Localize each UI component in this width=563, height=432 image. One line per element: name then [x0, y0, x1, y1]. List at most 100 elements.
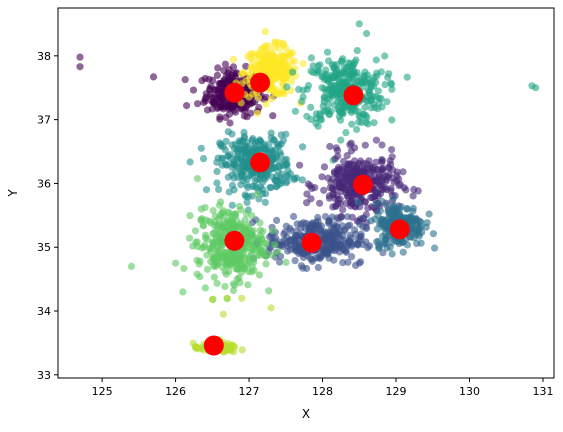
- data-point: [388, 250, 396, 258]
- data-point: [282, 258, 290, 266]
- data-point: [329, 203, 337, 211]
- data-point: [303, 190, 311, 198]
- data-point: [189, 242, 197, 250]
- data-point: [335, 94, 343, 102]
- x-tick-label: 129: [386, 385, 407, 398]
- data-point: [186, 212, 194, 220]
- data-point: [372, 136, 380, 144]
- data-point: [247, 228, 255, 236]
- data-point: [194, 100, 202, 108]
- data-point: [335, 215, 343, 223]
- data-point: [239, 161, 247, 169]
- data-point: [218, 154, 226, 162]
- data-point: [241, 191, 249, 199]
- data-point: [339, 55, 347, 63]
- data-point: [386, 243, 394, 251]
- centroid-marker: [224, 230, 245, 251]
- data-point: [271, 241, 279, 249]
- data-point: [283, 172, 291, 180]
- data-point: [235, 202, 243, 210]
- data-point: [303, 199, 311, 207]
- data-point: [316, 112, 324, 120]
- data-point: [372, 78, 380, 87]
- data-point: [367, 94, 375, 102]
- data-point: [255, 271, 263, 279]
- data-point: [253, 190, 261, 198]
- data-point: [352, 164, 360, 172]
- data-point: [330, 256, 338, 264]
- data-point: [193, 270, 201, 278]
- data-point: [361, 68, 369, 76]
- data-point: [378, 156, 386, 164]
- data-point: [245, 93, 253, 101]
- centroid-marker: [224, 82, 245, 103]
- data-point: [412, 215, 420, 223]
- data-point: [269, 112, 277, 120]
- data-point: [185, 234, 194, 242]
- data-point: [337, 136, 345, 144]
- data-point: [324, 86, 332, 94]
- data-point: [378, 197, 386, 206]
- data-point: [197, 144, 205, 152]
- data-point: [363, 29, 371, 38]
- data-point: [292, 232, 300, 240]
- data-point: [235, 139, 244, 147]
- data-point: [213, 71, 221, 79]
- data-point: [266, 148, 274, 156]
- data-point: [246, 241, 254, 249]
- data-point: [359, 166, 367, 174]
- y-tick-label: 35: [37, 241, 51, 254]
- data-point: [291, 107, 299, 115]
- data-point: [355, 112, 363, 120]
- data-point: [532, 84, 540, 92]
- data-point: [265, 287, 273, 295]
- data-point: [283, 233, 291, 241]
- data-point: [261, 239, 270, 247]
- data-point: [261, 198, 269, 206]
- data-point: [211, 86, 219, 94]
- data-point: [215, 185, 223, 193]
- data-point: [203, 265, 212, 273]
- data-point: [249, 64, 257, 72]
- data-point: [299, 264, 307, 272]
- data-point: [249, 255, 258, 264]
- centroid-marker: [250, 152, 271, 173]
- data-point: [198, 215, 206, 223]
- data-point: [348, 253, 356, 261]
- data-point: [353, 47, 361, 55]
- data-point: [327, 178, 335, 187]
- data-point: [280, 90, 288, 98]
- data-point: [268, 227, 277, 235]
- data-point: [262, 93, 270, 101]
- data-point: [228, 141, 236, 149]
- data-point: [323, 94, 331, 103]
- data-point: [334, 199, 342, 208]
- data-point: [222, 137, 230, 145]
- data-point: [230, 186, 238, 194]
- data-point: [203, 251, 211, 259]
- data-point: [216, 115, 224, 123]
- data-point: [243, 138, 251, 147]
- data-point: [403, 73, 411, 81]
- data-point: [366, 242, 374, 250]
- data-point: [229, 55, 237, 64]
- data-point: [326, 142, 334, 151]
- data-point: [213, 167, 221, 176]
- data-point: [274, 248, 282, 256]
- data-point: [370, 119, 378, 127]
- data-point: [423, 219, 431, 227]
- data-point: [289, 68, 297, 76]
- data-point: [390, 178, 398, 186]
- data-point: [229, 286, 238, 295]
- x-tick-label: 125: [92, 385, 113, 398]
- data-point: [237, 221, 245, 230]
- data-point: [218, 100, 226, 108]
- data-point: [248, 263, 256, 271]
- data-point: [338, 70, 346, 78]
- data-point: [354, 236, 362, 244]
- data-point: [348, 120, 356, 128]
- data-point: [316, 61, 324, 69]
- x-tick-label: 127: [239, 385, 260, 398]
- data-point: [225, 224, 233, 232]
